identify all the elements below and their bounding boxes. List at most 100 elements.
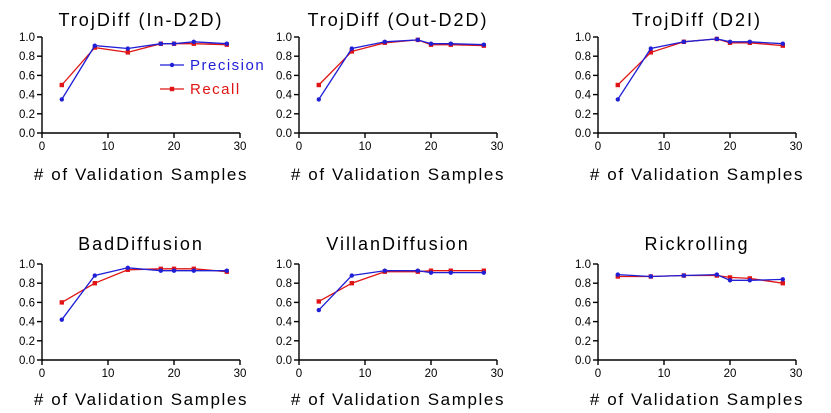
- x-axis-label: # of Validation Samples: [590, 165, 804, 184]
- chart-panel-5: VillanDiffusion 0.0 0.2 0.4 0.6 0.8 1.0 0 10 20 30…: [276, 234, 505, 409]
- chart-title: BadDiffusion: [78, 234, 204, 254]
- recall-legend-label: Recall: [190, 81, 241, 98]
- chart-panel-3: TrojDiff (D2I) 0.0 0.2 0.4 0.6 0.8 1.0 0 10 20 30 #…: [575, 10, 804, 184]
- x-tick-label: 20: [168, 141, 181, 153]
- y-tick-label: 0.8: [575, 278, 591, 290]
- x-axis-label: # of Validation Samples: [291, 390, 505, 409]
- precision-legend-label: Precision: [190, 57, 265, 74]
- precision-point: [648, 274, 653, 279]
- y-tick-label: 0.4: [19, 317, 36, 329]
- precision-point: [224, 268, 229, 273]
- recall-point: [59, 300, 64, 305]
- precision-point: [780, 41, 785, 46]
- y-tick-label: 0.2: [276, 336, 292, 348]
- recall-line: [318, 39, 484, 86]
- precision-point: [428, 270, 434, 275]
- recall-point: [727, 275, 733, 280]
- y-tick-label: 0.8: [276, 51, 292, 63]
- legend: Precision Recall: [160, 57, 265, 98]
- x-tick-label: 10: [658, 368, 671, 380]
- recall-point: [349, 281, 354, 286]
- x-tick-label: 0: [595, 141, 601, 153]
- y-tick-label: 1.0: [575, 32, 591, 44]
- precision-point: [92, 43, 98, 48]
- y-tick-label: 0.6: [276, 297, 292, 309]
- precision-point: [349, 273, 354, 278]
- x-axis-label: # of Validation Samples: [291, 165, 505, 184]
- y-tick-label: 0.6: [575, 70, 591, 82]
- recall-point: [316, 82, 321, 88]
- x-tick-label: 0: [296, 141, 302, 153]
- recall-legend-marker: [169, 86, 175, 92]
- precision-line: [318, 270, 484, 311]
- x-tick-label: 10: [658, 141, 671, 153]
- y-tick-label: 0.2: [19, 336, 35, 348]
- precision-point: [382, 39, 387, 44]
- y-tick-label: 1.0: [19, 259, 35, 271]
- x-tick-label: 0: [296, 368, 302, 380]
- chart-panel-1: TrojDiff (In-D2D) 0.0 0.2 0.4 0.6 0.8 1.0 0 10 20…: [19, 10, 265, 184]
- precision-point: [714, 36, 719, 42]
- y-tick-label: 0.0: [19, 128, 35, 140]
- precision-point: [316, 307, 321, 313]
- y-tick-label: 0.2: [19, 109, 35, 121]
- x-tick-label: 0: [595, 368, 601, 380]
- precision-point: [727, 278, 733, 283]
- precision-line: [617, 38, 783, 100]
- precision-point: [681, 273, 686, 278]
- precision-point: [316, 97, 321, 102]
- y-tick-label: 0.0: [19, 355, 35, 367]
- y-tick-label: 0.6: [19, 297, 35, 309]
- recall-point: [125, 50, 130, 55]
- precision-point: [747, 39, 752, 44]
- precision-point: [158, 268, 163, 273]
- precision-point: [448, 41, 453, 46]
- precision-point: [615, 272, 620, 277]
- precision-line: [617, 273, 783, 281]
- recall-line: [318, 270, 484, 302]
- y-tick-label: 0.4: [276, 90, 293, 102]
- precision-point: [171, 268, 177, 273]
- precision-point: [714, 272, 719, 277]
- x-tick-label: 20: [724, 141, 737, 153]
- y-tick-label: 0.8: [276, 278, 292, 290]
- precision-point: [780, 277, 785, 282]
- y-tick-label: 0.0: [575, 128, 591, 140]
- y-tick-label: 0.8: [575, 51, 591, 63]
- precision-point: [415, 268, 420, 273]
- chart-panel-6: Rickrolling 0.0 0.2 0.4 0.6 0.8 1.0 0 10 20 30 # of…: [575, 234, 804, 409]
- x-tick-label: 30: [790, 368, 803, 380]
- y-tick-label: 0.4: [276, 317, 293, 329]
- precision-legend-marker: [169, 62, 175, 68]
- recall-point: [316, 299, 321, 304]
- chart-panel-4: BadDiffusion 0.0 0.2 0.4 0.6 0.8 1.0 0 10 20 30 # o…: [19, 234, 246, 409]
- y-tick-label: 0.6: [575, 297, 591, 309]
- precision-point: [382, 268, 387, 273]
- precision-point: [158, 41, 163, 46]
- x-tick-label: 0: [39, 141, 45, 153]
- y-tick-label: 0.6: [276, 70, 292, 82]
- precision-point: [615, 97, 620, 102]
- precision-point: [224, 41, 229, 46]
- precision-point: [481, 42, 486, 47]
- y-tick-label: 0.2: [575, 109, 591, 121]
- precision-point: [428, 41, 434, 46]
- y-tick-label: 1.0: [276, 32, 292, 44]
- recall-point: [59, 82, 64, 88]
- y-tick-label: 0.4: [19, 90, 36, 102]
- x-tick-label: 10: [359, 368, 372, 380]
- x-tick-label: 30: [491, 141, 504, 153]
- recall-point: [648, 50, 653, 55]
- precision-point: [648, 46, 653, 51]
- precision-point: [681, 39, 686, 44]
- x-axis-label: # of Validation Samples: [590, 390, 804, 409]
- y-tick-label: 0.0: [276, 128, 292, 140]
- y-tick-label: 0.6: [19, 70, 35, 82]
- y-tick-label: 0.2: [575, 336, 591, 348]
- x-tick-label: 10: [102, 368, 115, 380]
- x-tick-label: 30: [790, 141, 803, 153]
- precision-point: [747, 278, 752, 283]
- precision-point: [92, 273, 98, 278]
- recall-point: [615, 82, 620, 88]
- precision-point: [448, 270, 453, 275]
